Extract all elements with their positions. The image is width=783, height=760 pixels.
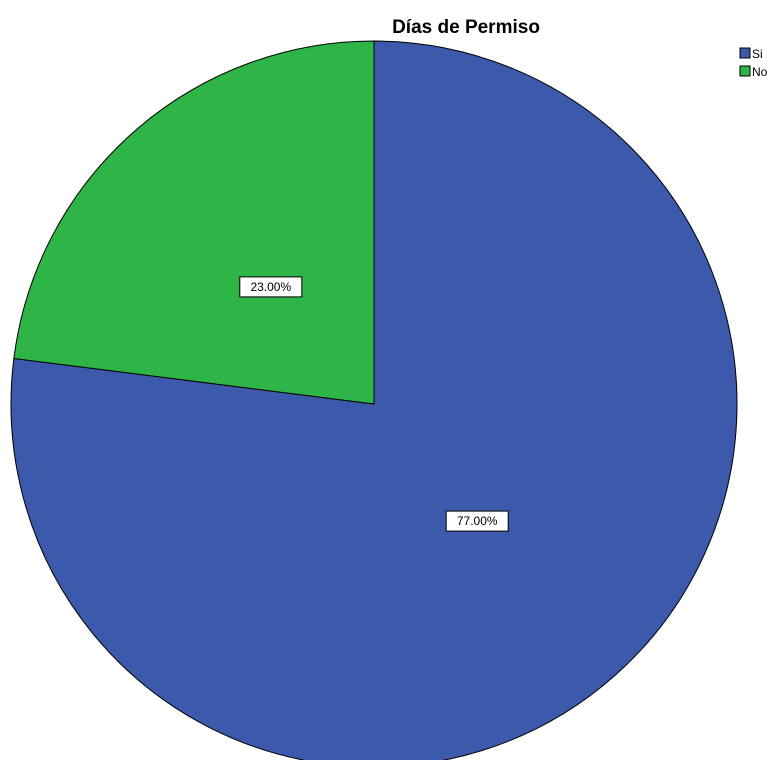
data-label-si: 77.00% [445, 510, 509, 532]
legend-label-no: No [752, 65, 768, 79]
chart-title: Días de Permiso [392, 17, 540, 38]
data-label-text-no: 23.00% [250, 280, 291, 294]
data-label-box-no [239, 276, 303, 298]
pie-data-labels: 77.00% 23.00% [239, 276, 509, 532]
legend-swatch-no [739, 65, 751, 77]
data-label-text-si: 77.00% [457, 514, 498, 528]
pie-slice-si [10, 40, 738, 760]
legend-item-si: Si [739, 47, 763, 61]
legend-swatch-si [739, 47, 751, 59]
pie-slices [10, 40, 738, 760]
data-label-no: 23.00% [239, 276, 303, 298]
pie-slice-no [13, 40, 375, 405]
legend: Si No [739, 47, 768, 79]
legend-item-no: No [739, 65, 768, 79]
legend-label-si: Si [752, 47, 763, 61]
data-label-box-si [445, 510, 509, 532]
